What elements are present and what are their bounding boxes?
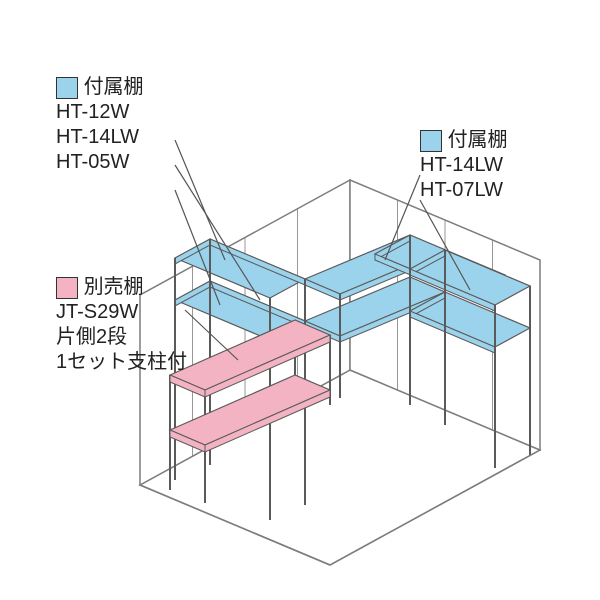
label-optional: 別売棚 JT-S29W 片側2段 1セット支柱付 xyxy=(56,275,187,375)
label-included-right: 付属棚 HT-14LW HT-07LW xyxy=(420,128,508,203)
label-included-left-line-1: HT-14LW xyxy=(56,125,144,150)
label-included-left-line-2: HT-05W xyxy=(56,150,144,175)
diagram-stage: 付属棚 HT-12W HT-14LW HT-05W 付属棚 HT-14LW HT… xyxy=(0,0,600,600)
label-optional-line-0: JT-S29W xyxy=(56,300,187,325)
label-included-left-heading-text: 付属棚 xyxy=(84,76,144,98)
label-optional-heading-text: 別売棚 xyxy=(84,276,144,298)
swatch-included-icon xyxy=(420,130,442,152)
label-optional-heading: 別売棚 xyxy=(56,275,187,300)
label-optional-line-1: 片側2段 xyxy=(56,325,187,350)
label-included-left-line-0: HT-12W xyxy=(56,100,144,125)
label-included-right-heading-text: 付属棚 xyxy=(448,129,508,151)
label-included-right-line-0: HT-14LW xyxy=(420,153,508,178)
label-optional-line-2: 1セット支柱付 xyxy=(56,350,187,375)
swatch-optional-icon xyxy=(56,277,78,299)
label-included-left: 付属棚 HT-12W HT-14LW HT-05W xyxy=(56,75,144,175)
label-included-right-heading: 付属棚 xyxy=(420,128,508,153)
label-included-right-line-1: HT-07LW xyxy=(420,178,508,203)
swatch-included-icon xyxy=(56,77,78,99)
label-included-left-heading: 付属棚 xyxy=(56,75,144,100)
